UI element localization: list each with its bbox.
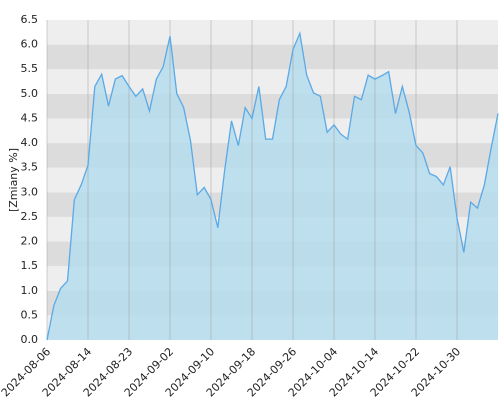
y-tick-label: 5.5 <box>21 62 39 75</box>
y-tick-label: 6.0 <box>21 38 39 51</box>
y-tick-label: 3.0 <box>21 185 39 198</box>
y-tick-label: 0.0 <box>21 333 39 346</box>
y-tick-label: 1.0 <box>21 284 39 297</box>
y-tick-label: 1.5 <box>21 259 39 272</box>
y-tick-label: 3.5 <box>21 161 39 174</box>
y-tick-label: 2.5 <box>21 210 39 223</box>
y-tick-label: 4.0 <box>21 136 39 149</box>
grid-band <box>47 44 498 70</box>
y-tick-label: 0.5 <box>21 308 39 321</box>
line <box>46 30 499 341</box>
y-axis-label: [Zmiany %] <box>7 148 20 212</box>
y-tick-label: 4.5 <box>21 111 39 124</box>
y-tick-label: 6.5 <box>21 13 39 26</box>
y-tick-label: 5.0 <box>21 87 39 100</box>
area <box>47 33 498 341</box>
y-tick-label: 2.0 <box>21 235 39 248</box>
grid-band <box>47 20 498 45</box>
